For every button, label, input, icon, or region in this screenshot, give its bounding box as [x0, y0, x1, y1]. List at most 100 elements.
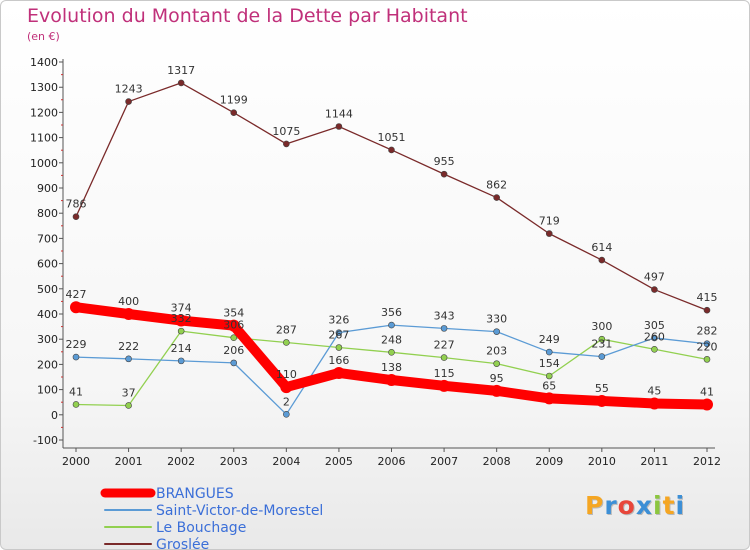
x-tick-label: 2000 — [62, 455, 90, 468]
y-tick-label: 1400 — [30, 56, 58, 69]
data-point — [335, 329, 343, 336]
data-point — [385, 374, 398, 387]
data-label: 65 — [542, 379, 556, 392]
chart-title: Evolution du Montant de la Dette par Hab… — [27, 5, 468, 27]
data-point — [175, 314, 188, 327]
data-label: 326 — [328, 314, 349, 327]
data-point — [388, 321, 395, 329]
data-labels: 786 1243 1317 1199 1075 1144 1051 955 862 719 614 4… — [66, 64, 718, 408]
data-point — [283, 339, 290, 346]
data-point — [230, 109, 238, 116]
data-label: 260 — [644, 330, 665, 343]
data-point — [545, 230, 553, 237]
y-axis-ticks: -100 0 100 200 300 400 500 600 700 800 900 1000 1100… — [30, 56, 63, 447]
y-tick-label: 500 — [37, 283, 58, 296]
data-label: 1075 — [272, 125, 300, 138]
x-axis-ticks: 2000 2001 2002 2003 2004 2005 2006 2007 2008 2009… — [62, 448, 721, 468]
data-label: 862 — [486, 179, 507, 192]
data-label: 229 — [66, 338, 87, 351]
x-tick-label: 2006 — [378, 455, 406, 468]
data-point — [388, 349, 395, 356]
y-tick-label: 300 — [37, 333, 58, 346]
data-label: 231 — [591, 338, 612, 351]
data-point — [440, 170, 448, 178]
data-point — [703, 356, 711, 363]
data-point — [335, 344, 343, 351]
data-label: 1144 — [325, 108, 353, 121]
x-tick-label: 2003 — [220, 455, 248, 468]
y-tick-label: 600 — [37, 258, 58, 271]
data-point — [177, 357, 185, 365]
data-label: 955 — [434, 155, 455, 168]
data-label: 719 — [539, 215, 560, 228]
data-label: 305 — [644, 319, 665, 332]
data-label: 1199 — [220, 94, 248, 107]
y-tick-label: 0 — [51, 409, 58, 422]
data-point — [598, 335, 606, 343]
data-point — [595, 394, 608, 407]
data-label: 55 — [595, 382, 609, 395]
logo-letter: o — [617, 491, 636, 520]
legend-label: Saint-Victor-de-Morestel — [156, 503, 323, 519]
data-label: 206 — [223, 344, 244, 357]
data-point — [651, 286, 658, 293]
data-point — [332, 366, 345, 379]
data-label: 354 — [223, 307, 244, 320]
chart-subtitle: (en €) — [27, 30, 60, 43]
data-label: 356 — [381, 306, 402, 319]
y-tick-label: 700 — [37, 232, 58, 245]
data-label: 415 — [697, 291, 718, 304]
chart-axes — [62, 59, 715, 449]
data-point — [598, 256, 606, 264]
series-layer — [70, 79, 713, 418]
data-label: 115 — [434, 367, 455, 380]
data-point — [230, 334, 238, 341]
x-tick-label: 2010 — [588, 455, 616, 468]
x-tick-label: 2012 — [693, 455, 721, 468]
data-label: 227 — [434, 339, 455, 352]
data-point — [230, 359, 238, 367]
data-point — [440, 354, 448, 361]
data-label: 1317 — [167, 64, 195, 77]
data-point — [125, 98, 132, 105]
data-label: 222 — [118, 340, 139, 353]
data-label: 220 — [697, 340, 718, 353]
data-point — [545, 372, 553, 380]
data-label: 248 — [381, 333, 402, 346]
x-tick-label: 2002 — [167, 455, 195, 468]
x-tick-label: 2011 — [640, 455, 668, 468]
data-label: 332 — [171, 312, 192, 325]
data-point — [177, 327, 185, 335]
data-point — [72, 213, 80, 221]
data-point — [598, 353, 606, 360]
y-tick-label: 900 — [37, 182, 58, 195]
x-tick-label: 2009 — [535, 455, 563, 468]
y-tick-label: 800 — [37, 207, 58, 220]
data-label: 300 — [591, 320, 612, 333]
series-line-grosl-e — [75, 82, 708, 311]
y-tick-label: 1000 — [30, 157, 58, 170]
data-point — [122, 308, 135, 320]
logo-letter: i — [653, 491, 663, 520]
y-tick-label: 100 — [37, 384, 58, 397]
data-point — [651, 334, 658, 342]
data-point — [388, 146, 395, 154]
data-label: 786 — [66, 198, 87, 211]
data-point — [493, 328, 500, 335]
data-point — [438, 379, 451, 392]
data-point — [493, 194, 500, 201]
y-tick-label: 1100 — [30, 132, 58, 145]
data-point — [125, 355, 132, 363]
data-point — [125, 402, 132, 409]
data-label: 400 — [118, 295, 139, 308]
data-label: 45 — [647, 384, 661, 397]
legend-label: Groslée — [156, 537, 209, 550]
data-label: 203 — [486, 345, 507, 358]
data-point — [543, 392, 556, 405]
logo-letter: i — [675, 491, 686, 520]
data-label: 249 — [539, 333, 560, 346]
data-label: 214 — [171, 342, 192, 355]
data-point — [703, 340, 711, 348]
